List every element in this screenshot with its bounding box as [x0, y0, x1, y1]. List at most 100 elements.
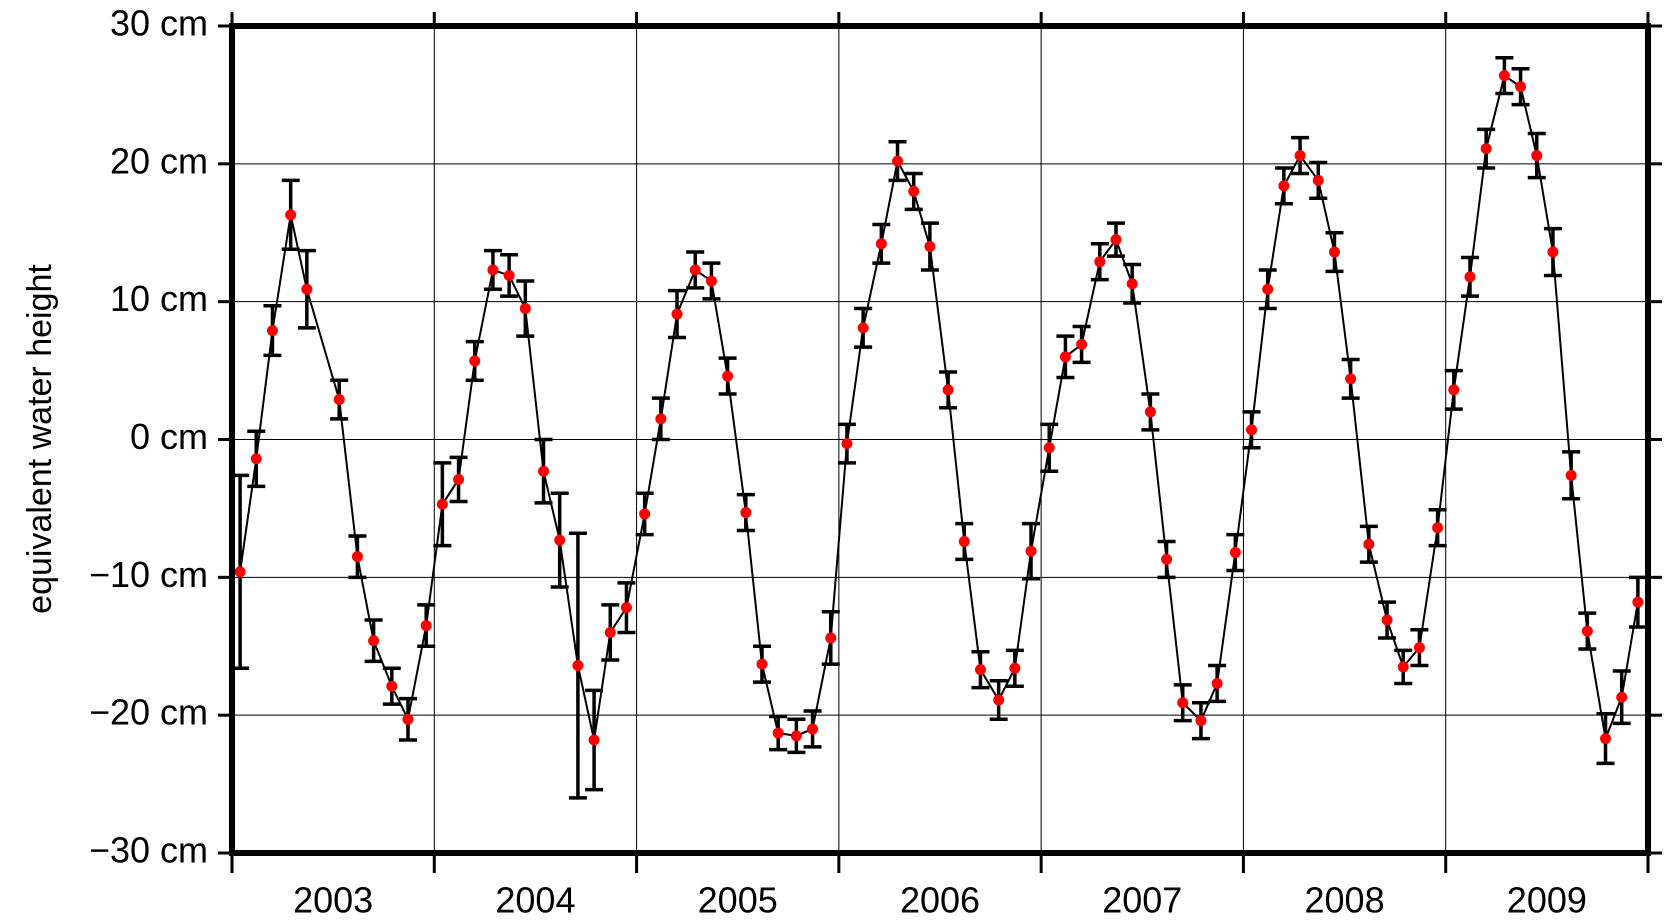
data-point: [1076, 338, 1088, 350]
data-point: [604, 626, 616, 638]
x-tick-label: 2006: [900, 880, 980, 921]
data-point: [402, 713, 414, 725]
data-point: [1246, 424, 1258, 436]
data-point: [1581, 625, 1593, 637]
data-point: [1229, 547, 1241, 559]
data-point: [1480, 143, 1492, 155]
y-axis-label: equivalent water height: [21, 264, 59, 614]
data-point: [1547, 246, 1559, 258]
data-point: [301, 283, 313, 295]
y-tick-label: 10 cm: [110, 278, 208, 319]
data-point: [503, 269, 515, 281]
data-point: [620, 602, 632, 614]
data-point: [453, 473, 465, 485]
data-point: [1278, 180, 1290, 192]
data-point: [1448, 384, 1460, 396]
data-point: [1616, 691, 1628, 703]
plot-frame: [229, 23, 1651, 856]
data-point: [333, 394, 345, 406]
data-point: [756, 658, 768, 670]
data-point: [875, 238, 887, 250]
data-point: [351, 551, 363, 563]
data-point: [1195, 715, 1207, 727]
data-point: [285, 209, 297, 221]
x-tick-label: 2004: [495, 880, 575, 921]
data-point: [1600, 733, 1612, 745]
x-tick-label: 2009: [1507, 880, 1587, 921]
data-point: [1177, 697, 1189, 709]
y-tick-label: −30 cm: [89, 830, 208, 871]
data-point: [266, 325, 278, 337]
data-point: [722, 370, 734, 382]
data-point: [705, 275, 717, 287]
data-point: [588, 734, 600, 746]
data-point: [554, 534, 566, 546]
x-tick-label: 2003: [293, 880, 373, 921]
x-tick-label: 2005: [698, 880, 778, 921]
y-tick-label: 20 cm: [110, 140, 208, 181]
data-point: [993, 694, 1005, 706]
data-point: [1632, 596, 1644, 608]
data-point: [1464, 271, 1476, 283]
data-point: [639, 508, 651, 520]
y-tick-label: 30 cm: [110, 3, 208, 44]
data-point: [958, 535, 970, 547]
data-point: [519, 303, 531, 315]
data-point: [1397, 661, 1409, 673]
data-point: [1110, 234, 1122, 246]
data-point: [1211, 677, 1223, 689]
data-point: [1432, 522, 1444, 534]
x-tick-label: 2008: [1305, 880, 1385, 921]
data-point: [538, 465, 550, 477]
data-point: [1025, 545, 1037, 557]
data-point: [234, 566, 246, 578]
data-point: [1043, 442, 1055, 454]
data-point: [1094, 256, 1106, 268]
y-tick-label: −20 cm: [89, 692, 208, 733]
data-point: [671, 308, 683, 320]
data-point: [250, 453, 262, 465]
data-point: [1381, 614, 1393, 626]
data-point: [1126, 278, 1138, 290]
data-point: [1161, 553, 1173, 565]
data-point: [1144, 406, 1156, 418]
data-point: [1531, 150, 1543, 162]
y-tick-label: 0 cm: [130, 416, 208, 457]
data-point: [924, 241, 936, 253]
data-point: [942, 384, 954, 396]
data-point: [368, 635, 380, 647]
data-point: [825, 632, 837, 644]
data-point: [1294, 150, 1306, 162]
data-point: [1009, 662, 1021, 674]
data-point: [974, 664, 986, 676]
data-line: [239, 73, 1639, 743]
data-point: [908, 185, 920, 197]
data-point: [420, 620, 432, 632]
data-point: [740, 507, 752, 519]
data-point: [841, 438, 853, 450]
data-point: [572, 660, 584, 672]
data-point: [790, 730, 802, 742]
data-point: [772, 727, 784, 739]
data-point: [487, 264, 499, 276]
data-point: [1328, 246, 1340, 258]
data-point: [1345, 373, 1357, 385]
data-point: [386, 680, 398, 692]
data-point: [857, 322, 869, 334]
data-point: [1262, 283, 1274, 295]
data-point: [1312, 174, 1324, 186]
data-point: [1515, 81, 1527, 93]
data-point: [1565, 469, 1577, 481]
data-point: [655, 413, 667, 425]
data-point: [1413, 642, 1425, 654]
data-point: [1498, 70, 1510, 82]
data-point: [469, 355, 481, 367]
y-tick-label: −10 cm: [89, 554, 208, 595]
data-point: [807, 723, 819, 735]
data-point: [689, 264, 701, 276]
data-point: [1059, 351, 1071, 363]
data-point: [1363, 538, 1375, 550]
data-point: [436, 498, 448, 510]
x-tick-label: 2007: [1102, 880, 1182, 921]
